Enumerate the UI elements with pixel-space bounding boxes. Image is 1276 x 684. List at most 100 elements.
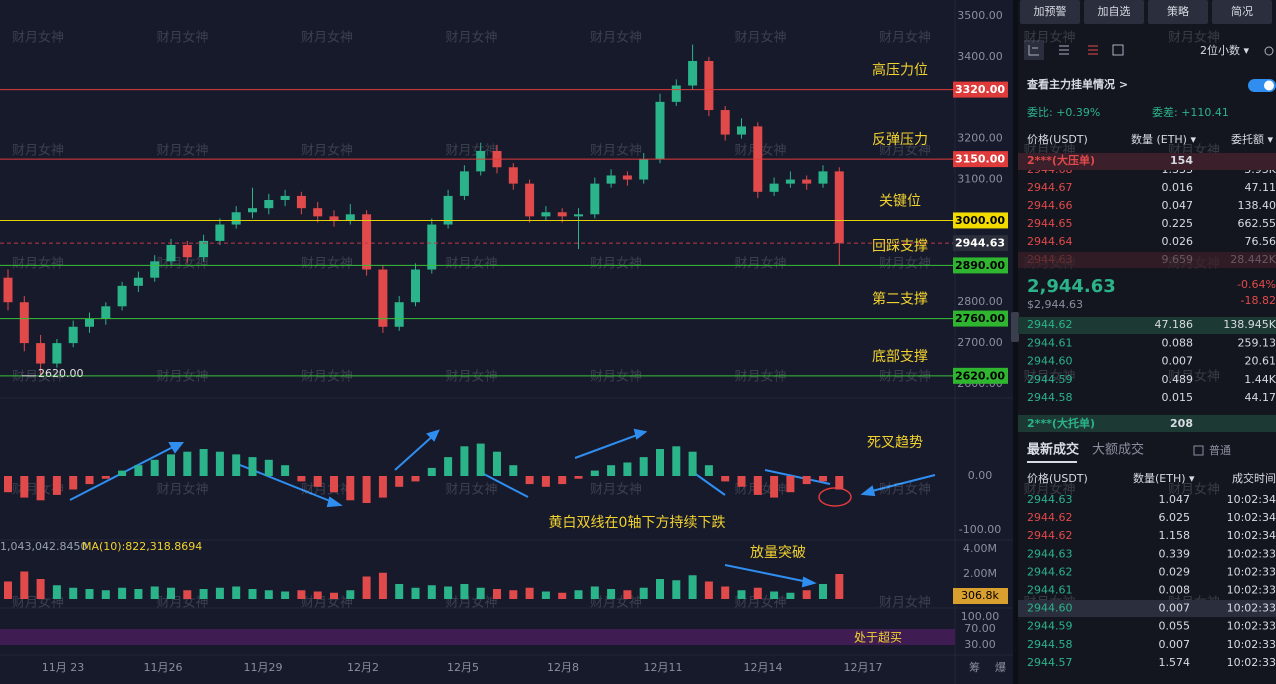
level-label-bg (953, 212, 1008, 229)
button-label[interactable]: 加预警 (1034, 4, 1067, 18)
watermark: 财月女神 (157, 482, 209, 498)
volume-bar (607, 589, 616, 599)
candle-body (476, 150, 486, 172)
annotation: 死叉趋势 (867, 435, 923, 451)
x-tick-label: 11月 23 (42, 661, 85, 674)
macd-bar (753, 476, 762, 495)
candle-body (622, 175, 632, 180)
macd-bar (20, 476, 29, 498)
macd-bar (460, 446, 469, 476)
big-ask-bg (1018, 153, 1276, 170)
watermark: 财月女神 (735, 369, 787, 385)
x-tick-label: 12月8 (547, 661, 579, 674)
watermark: 财月女神 (446, 30, 498, 46)
candle-body (655, 101, 665, 160)
watermark: 财月女神 (1024, 30, 1076, 46)
level-note: 关键位 (879, 193, 921, 209)
volume-bar (264, 590, 273, 599)
button[interactable] (1148, 0, 1208, 24)
level-label: 3320.00 (955, 83, 1005, 96)
volume-bar (4, 581, 12, 599)
trade-cell: 2944.57 (1027, 656, 1073, 669)
watermark: 财月女神 (879, 369, 931, 385)
x-tick-label: 12月14 (744, 661, 783, 674)
volume-bar (476, 587, 485, 599)
trade-cell: 1.574 (1159, 656, 1191, 669)
button-label[interactable]: 加自选 (1098, 5, 1131, 18)
watermark: 财月女神 (157, 143, 209, 159)
candle-body (231, 212, 241, 225)
candle-body (769, 183, 779, 192)
button-label[interactable]: 策略 (1167, 4, 1189, 18)
watermark: 财月女神 (12, 256, 64, 272)
candle-body (541, 212, 551, 217)
macd-tick: 0.00 (968, 469, 993, 482)
candle-body (639, 159, 649, 180)
ask-cell: 2944.64 (1027, 235, 1073, 248)
macd-bar (411, 476, 420, 482)
bid-cell: 47.186 (1155, 318, 1194, 331)
y-tick-label: 2800.00 (957, 295, 1003, 308)
low-label: 2620.00 (38, 367, 84, 380)
trade-cell: 2944.62 (1027, 529, 1073, 542)
tab[interactable]: 大额成交 (1092, 442, 1144, 458)
trade-cell: 2944.60 (1027, 602, 1073, 615)
volume-bar (281, 591, 290, 599)
filter-box[interactable] (1193, 445, 1204, 456)
change-pct: -0.64% (1237, 278, 1276, 291)
tab[interactable]: 最新成交 (1027, 442, 1079, 458)
trade-cell: 2944.62 (1027, 511, 1073, 524)
big-bid-qty: 208 (1170, 417, 1193, 430)
candle-body (459, 171, 469, 196)
macd-bar (330, 476, 338, 493)
volume-bar (541, 591, 550, 599)
ask-cell: 0.225 (1162, 217, 1194, 230)
button[interactable] (1212, 0, 1272, 24)
annotation: 放量突破 (750, 545, 806, 561)
volume-bar (835, 574, 844, 599)
watermark: 财月女神 (879, 595, 931, 611)
volume-bar (183, 590, 192, 599)
y-tick-label: 2700.00 (957, 336, 1003, 349)
button[interactable] (1020, 0, 1080, 24)
volume-bar (150, 586, 159, 599)
trade-header: 数量(ETH) ▾ (1133, 472, 1195, 485)
bid-cell: 0.015 (1162, 391, 1194, 404)
volume-bar (378, 572, 387, 599)
level-label: 3000.00 (955, 214, 1005, 227)
candle-body (557, 212, 567, 217)
watermark: 财月女神 (590, 369, 642, 385)
volume-bar (672, 580, 681, 599)
volume-bar (36, 579, 45, 599)
macd-bar (134, 465, 143, 476)
trend-arrows (69, 428, 936, 588)
volume-bar (493, 589, 501, 599)
button[interactable] (1084, 0, 1144, 24)
button-label[interactable]: 简况 (1231, 4, 1253, 18)
watermark: 财月女神 (1168, 30, 1220, 46)
trade-cell: 10:02:34 (1227, 493, 1276, 506)
rsi-tick: 30.00 (964, 638, 996, 651)
bid-cell: 0.088 (1162, 336, 1194, 349)
decimals[interactable]: 2位小数 ▾ (1200, 43, 1249, 57)
macd-bar (427, 467, 436, 476)
watermark: 财月女神 (446, 256, 498, 272)
macd-bar (525, 476, 534, 485)
macd-bar (704, 465, 713, 476)
volume-bar (753, 587, 762, 599)
candle-body (590, 183, 600, 215)
volume-bar (52, 585, 61, 599)
trade-cell: 10:02:33 (1227, 638, 1276, 651)
trade-cell: 0.007 (1159, 638, 1191, 651)
candle-body (36, 343, 46, 364)
watermark: 财月女神 (879, 30, 931, 46)
watermark: 财月女神 (301, 143, 353, 159)
depth-link[interactable]: 查看主力挂单情况 > (1027, 77, 1128, 91)
macd-bar (199, 449, 208, 476)
trade-cell: 0.029 (1159, 565, 1191, 578)
candle-body (248, 208, 257, 213)
macd-bar (770, 476, 779, 498)
watermark: 财月女神 (446, 369, 498, 385)
macd-bar (378, 476, 387, 498)
candle-body (574, 214, 583, 217)
